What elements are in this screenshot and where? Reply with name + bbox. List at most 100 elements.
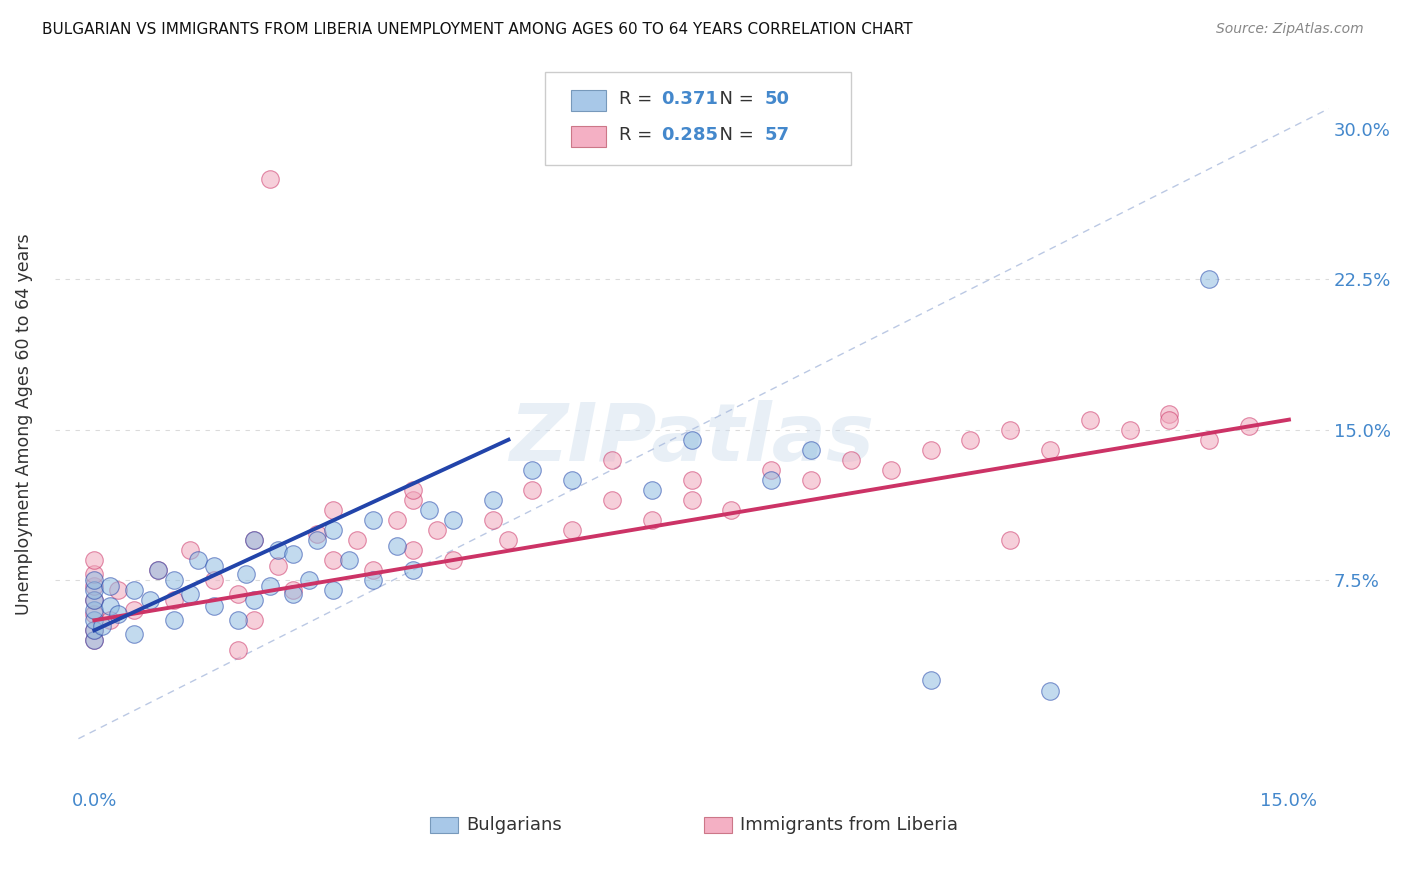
Point bbox=[800, 442, 823, 457]
Point bbox=[681, 433, 703, 447]
Point bbox=[98, 579, 121, 593]
Point bbox=[146, 563, 169, 577]
Point bbox=[322, 553, 344, 567]
Point bbox=[187, 553, 209, 567]
Point bbox=[98, 599, 121, 614]
Point bbox=[641, 513, 664, 527]
Point bbox=[385, 539, 408, 553]
Text: N =: N = bbox=[709, 90, 759, 108]
Point bbox=[402, 492, 425, 507]
Point bbox=[298, 573, 321, 587]
Point bbox=[83, 567, 105, 582]
Point bbox=[235, 567, 257, 582]
Point bbox=[83, 579, 105, 593]
Point bbox=[83, 573, 105, 587]
Point bbox=[259, 172, 281, 186]
Point bbox=[242, 533, 264, 547]
Point bbox=[839, 452, 862, 467]
Point bbox=[163, 593, 186, 607]
Point bbox=[83, 607, 105, 622]
FancyBboxPatch shape bbox=[704, 817, 733, 833]
Point bbox=[266, 543, 288, 558]
Point bbox=[283, 547, 305, 561]
Text: R =: R = bbox=[619, 90, 658, 108]
Point bbox=[441, 513, 464, 527]
FancyBboxPatch shape bbox=[546, 72, 851, 165]
Text: 0.371: 0.371 bbox=[661, 90, 718, 108]
Point bbox=[720, 503, 742, 517]
Point bbox=[361, 573, 384, 587]
Point bbox=[522, 483, 544, 497]
Point bbox=[91, 619, 114, 633]
Point bbox=[83, 553, 105, 567]
Point bbox=[1198, 433, 1220, 447]
Point bbox=[1237, 418, 1260, 433]
Point bbox=[346, 533, 368, 547]
Point bbox=[761, 463, 783, 477]
Point bbox=[800, 473, 823, 487]
Point bbox=[322, 503, 344, 517]
Point bbox=[163, 573, 186, 587]
Point bbox=[202, 599, 225, 614]
Point bbox=[122, 583, 145, 598]
Point bbox=[322, 583, 344, 598]
Point bbox=[880, 463, 903, 477]
Point bbox=[122, 603, 145, 617]
Point bbox=[361, 513, 384, 527]
Point bbox=[83, 593, 105, 607]
Point bbox=[83, 633, 105, 648]
Point bbox=[242, 593, 264, 607]
Point bbox=[122, 627, 145, 641]
FancyBboxPatch shape bbox=[430, 817, 458, 833]
Point bbox=[641, 483, 664, 497]
Point bbox=[418, 503, 440, 517]
Text: N =: N = bbox=[709, 126, 759, 144]
Point bbox=[226, 587, 249, 601]
Point bbox=[761, 473, 783, 487]
Point bbox=[83, 613, 105, 627]
Point bbox=[481, 492, 503, 507]
Point bbox=[600, 492, 623, 507]
Point bbox=[322, 523, 344, 537]
Text: ZIPatlas: ZIPatlas bbox=[509, 400, 875, 478]
Y-axis label: Unemployment Among Ages 60 to 64 years: Unemployment Among Ages 60 to 64 years bbox=[15, 234, 32, 615]
Point bbox=[83, 624, 105, 638]
Point bbox=[1198, 272, 1220, 286]
FancyBboxPatch shape bbox=[571, 126, 606, 147]
Point bbox=[402, 543, 425, 558]
Point bbox=[83, 603, 105, 617]
Point bbox=[522, 463, 544, 477]
Point bbox=[561, 523, 583, 537]
Point bbox=[402, 483, 425, 497]
Point bbox=[307, 533, 329, 547]
Point bbox=[1118, 423, 1140, 437]
Point bbox=[179, 543, 201, 558]
Point bbox=[681, 492, 703, 507]
Text: Immigrants from Liberia: Immigrants from Liberia bbox=[740, 816, 957, 834]
Text: Source: ZipAtlas.com: Source: ZipAtlas.com bbox=[1216, 22, 1364, 37]
Point bbox=[920, 673, 942, 688]
Point bbox=[242, 613, 264, 627]
Point bbox=[441, 553, 464, 567]
Point bbox=[498, 533, 520, 547]
Point bbox=[83, 583, 105, 598]
Point bbox=[426, 523, 449, 537]
Point bbox=[139, 593, 162, 607]
Point bbox=[259, 579, 281, 593]
Point bbox=[998, 423, 1021, 437]
Point bbox=[283, 583, 305, 598]
Point bbox=[179, 587, 201, 601]
Point bbox=[481, 513, 503, 527]
Text: R =: R = bbox=[619, 126, 658, 144]
Text: 50: 50 bbox=[765, 90, 789, 108]
Point bbox=[959, 433, 981, 447]
Point bbox=[242, 533, 264, 547]
FancyBboxPatch shape bbox=[571, 90, 606, 112]
Point bbox=[98, 613, 121, 627]
Text: BULGARIAN VS IMMIGRANTS FROM LIBERIA UNEMPLOYMENT AMONG AGES 60 TO 64 YEARS CORR: BULGARIAN VS IMMIGRANTS FROM LIBERIA UNE… bbox=[42, 22, 912, 37]
Point bbox=[226, 643, 249, 657]
Point bbox=[998, 533, 1021, 547]
Point bbox=[163, 613, 186, 627]
Point bbox=[83, 624, 105, 638]
Point bbox=[266, 559, 288, 574]
